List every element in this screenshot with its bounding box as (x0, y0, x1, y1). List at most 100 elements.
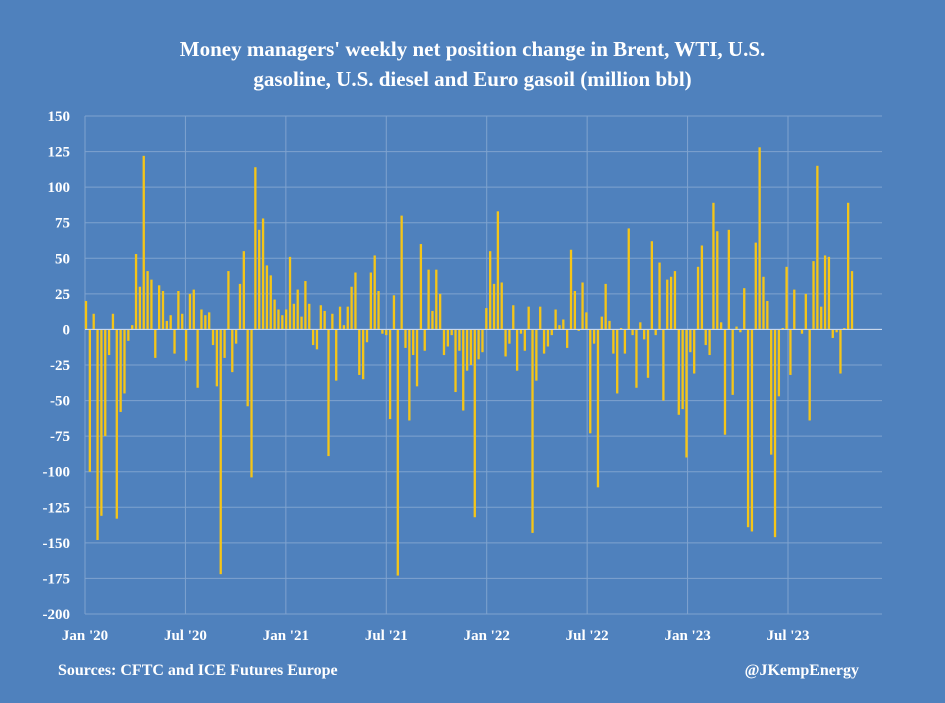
bar-week-172 (743, 288, 746, 330)
bar-week-32 (204, 315, 207, 330)
bar-week-193 (823, 255, 827, 330)
bar-week-189 (808, 329, 811, 421)
bar-week-130 (581, 282, 584, 330)
bar-week-169 (731, 329, 734, 395)
bar-week-124 (558, 325, 561, 330)
bar-week-40 (234, 329, 238, 344)
bar-week-93 (438, 293, 442, 330)
bar-week-149 (654, 329, 657, 336)
bar-week-171 (739, 329, 742, 333)
x-tick-label: Jan '21 (263, 628, 309, 644)
bar-week-66 (335, 329, 338, 381)
bar-week-74 (365, 329, 369, 343)
bar-week-97 (454, 329, 457, 393)
bar-week-177 (762, 276, 765, 330)
bar-week-174 (750, 329, 754, 532)
bar-week-59 (308, 303, 311, 330)
bar-week-175 (754, 242, 757, 330)
bar-week-39 (231, 329, 234, 373)
bar-week-37 (223, 329, 226, 358)
bar-week-67 (338, 306, 342, 330)
bar-week-122 (550, 329, 553, 336)
bar-week-197 (839, 329, 842, 374)
bar-week-137 (608, 320, 611, 330)
bar-week-178 (766, 300, 769, 330)
bar-week-170 (735, 326, 738, 330)
bar-week-163 (708, 329, 711, 356)
bar-week-38 (227, 271, 230, 330)
bar-week-136 (604, 283, 607, 330)
y-tick-label: 150 (48, 109, 71, 125)
bar-week-52 (281, 315, 284, 330)
bar-week-146 (642, 329, 646, 340)
bar-week-75 (369, 272, 373, 330)
bar-week-129 (577, 329, 580, 331)
y-tick-label: 25 (55, 287, 70, 303)
bar-week-81 (392, 295, 396, 330)
bar-week-33 (208, 312, 211, 330)
bar-week-138 (612, 329, 615, 354)
bar-week-158 (689, 329, 692, 353)
bar-week-111 (508, 329, 511, 344)
bar-week-8 (111, 313, 115, 330)
bar-week-120 (542, 329, 546, 354)
bar-week-128 (573, 291, 577, 330)
bar-week-12 (127, 329, 130, 341)
bar-week-116 (527, 306, 530, 330)
bar-week-153 (669, 276, 673, 330)
bar-week-148 (650, 241, 654, 330)
bar-week-160 (696, 266, 700, 330)
bar-week-183 (785, 266, 788, 330)
bar-week-200 (850, 271, 854, 330)
bar-week-44 (250, 329, 253, 478)
bar-week-144 (635, 329, 638, 388)
bar-week-132 (589, 329, 592, 434)
bar-week-58 (304, 281, 307, 330)
bar-week-113 (515, 329, 519, 371)
bar-week-68 (342, 325, 346, 330)
bar-week-98 (458, 329, 461, 351)
source-note: Sources: CFTC and ICE Futures Europe (58, 662, 338, 679)
bar-week-150 (658, 262, 661, 330)
bar-week-119 (539, 306, 542, 330)
x-axis-labels: Jan '20 Jul '20 Jan '21 Jul '21 Jan '22 Jul '… (62, 628, 810, 644)
bar-week-194 (827, 256, 831, 330)
bar-week-14 (134, 254, 138, 330)
bar-week-25 (177, 291, 180, 330)
bar-week-45 (254, 167, 257, 330)
bar-week-115 (523, 329, 526, 351)
bar-week-192 (820, 306, 823, 330)
bar-week-27 (184, 329, 188, 361)
bar-week-16 (142, 155, 145, 330)
bar-week-195 (831, 329, 834, 338)
bar-week-155 (677, 329, 680, 415)
bar-week-92 (435, 269, 438, 330)
bar-week-54 (288, 256, 292, 330)
bar-week-96 (450, 329, 453, 336)
y-tick-label: -200 (43, 607, 71, 623)
bar-week-139 (616, 329, 619, 394)
bar-week-142 (627, 228, 630, 330)
bar-week-4 (96, 329, 99, 541)
bar-week-24 (173, 329, 176, 354)
bar-week-73 (361, 329, 365, 380)
bar-week-110 (504, 329, 507, 357)
bar-week-167 (723, 329, 727, 435)
bar-week-57 (300, 316, 303, 330)
bar-week-145 (639, 322, 642, 330)
bar-week-179 (770, 329, 773, 455)
y-tick-label: -100 (43, 465, 71, 481)
bar-week-109 (500, 282, 503, 330)
bar-week-107 (492, 283, 496, 330)
chart-title-line-1: Money managers' weekly net position chan… (179, 37, 766, 61)
bar-week-43 (246, 329, 249, 407)
bar-week-168 (727, 229, 730, 330)
bar-week-199 (847, 202, 850, 330)
bar-week-147 (646, 329, 650, 378)
bar-week-3 (92, 313, 95, 330)
bar-series (84, 147, 854, 576)
y-tick-label: 0 (63, 322, 71, 338)
bar-week-181 (777, 329, 781, 397)
y-tick-label: -25 (50, 358, 70, 374)
y-tick-label: 100 (48, 180, 71, 196)
